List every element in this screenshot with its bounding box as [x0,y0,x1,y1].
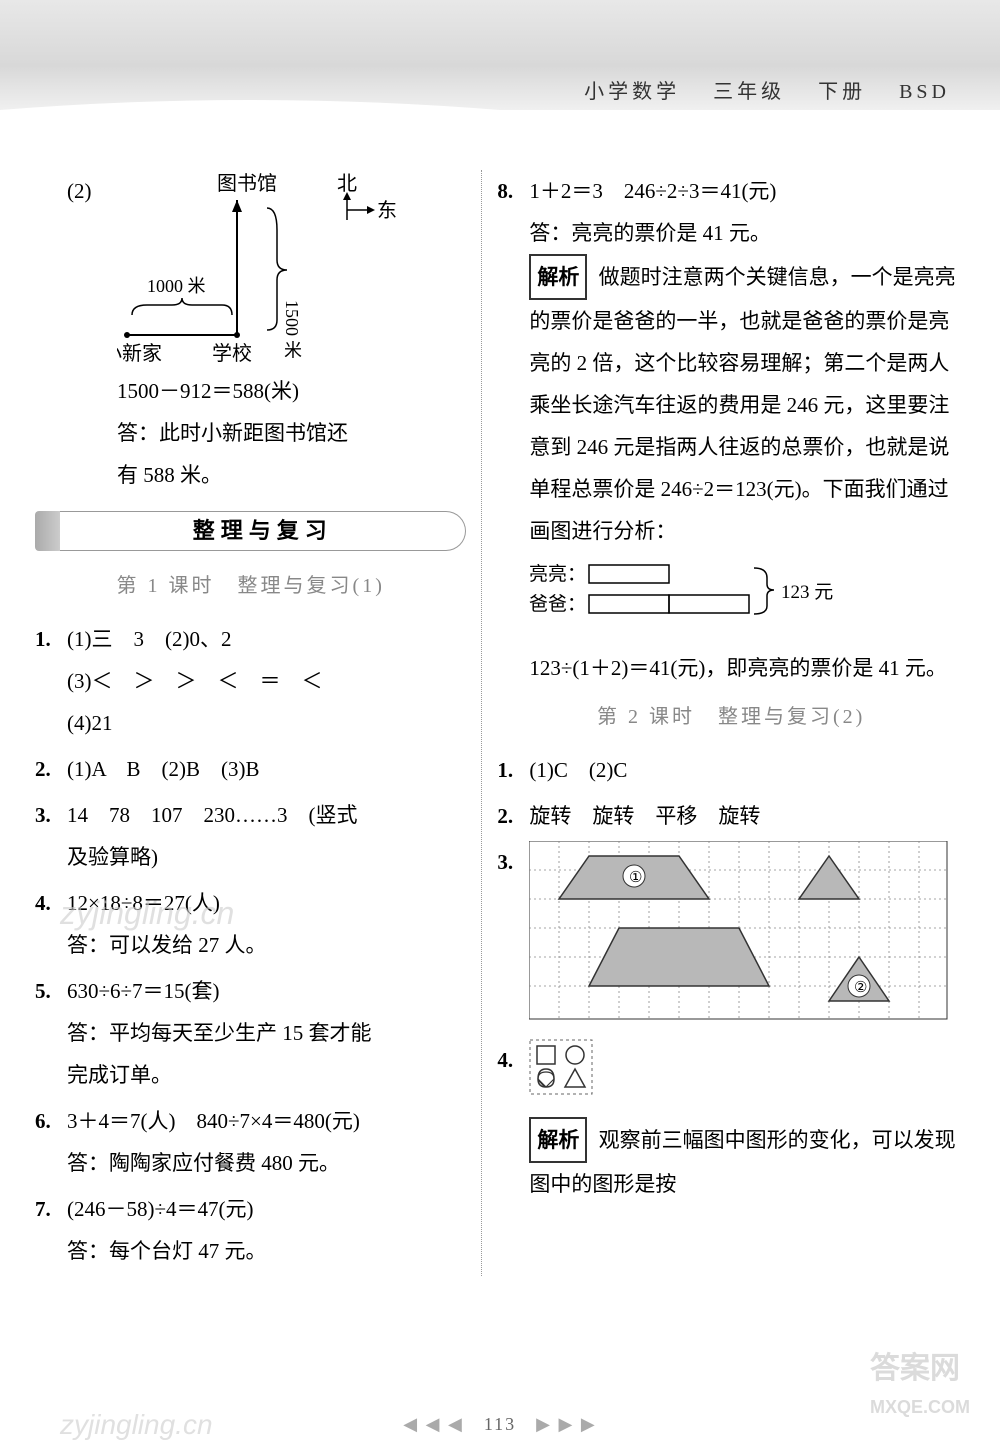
svg-text:东: 东 [377,199,397,222]
header-volume: 下册 [818,81,866,103]
svg-text:北: 北 [337,172,357,195]
section-tab [35,511,60,551]
problem-2-diagram: 图书馆 北 东 [117,170,407,370]
header-grade: 三年级 [713,81,785,103]
svg-text:123 元: 123 元 [781,582,833,603]
q3: 3. 14 78 107 230……3 (竖式 及验算略) [35,794,466,878]
page-content: (2) 图书馆 北 东 [0,110,1000,1296]
q2b-body: 旋转 旋转 平移 旋转 [529,795,965,837]
page-number: ◀ ◀ ◀ 113 ▶ ▶ ▶ [0,1410,1000,1436]
q2-body: (1)A B (2)B (3)B [67,748,466,790]
q4-num: 4. [35,882,67,966]
q5-ans1: 答：平均每天至少生产 15 套才能 [67,1012,466,1054]
q4b-analysis-label: 解析 [529,1117,587,1163]
q1b-body: (1)C (2)C [529,749,965,791]
analysis-label: 解析 [529,254,587,300]
q5-ans2: 完成订单。 [67,1054,466,1096]
problem-2: (2) 图书馆 北 东 [35,170,466,496]
section-title: 整理与复习 [60,511,466,551]
q1-num: 1. [35,618,67,744]
q7-num: 7. [35,1188,67,1272]
q4-calc: 12×18÷8＝27(人) [67,882,466,924]
problem-2-ans1: 答：此时小新距图书馆还 [67,412,407,454]
q4-shapes-box [529,1039,599,1097]
q8-ans: 答：亮亮的票价是 41 元。 [529,212,965,254]
q6-num: 6. [35,1100,67,1184]
q1b: 1. (1)C (2)C [497,749,965,791]
q5: 5. 630÷6÷7＝15(套) 答：平均每天至少生产 15 套才能 完成订单。 [35,970,466,1096]
q8-analysis-text: 做题时注意两个关键信息，一个是亮亮的票价是爸爸的一半，也就是爸爸的票价是亮亮的 … [529,265,955,543]
q8-bar-diagram: 亮亮： 爸爸： 123 元 [529,560,965,639]
q3b: 3. [497,841,965,1035]
q1-line2: (3)＜ ＞ ＞ ＜ ＝ ＜ [67,660,466,702]
svg-text:学校: 学校 [212,342,252,365]
right-column: 8. 1＋2＝3 246÷2÷3＝41(元) 答：亮亮的票价是 41 元。 解析… [481,170,965,1276]
section-header: 整理与复习 [35,511,466,551]
q8: 8. 1＋2＝3 246÷2÷3＝41(元) 答：亮亮的票价是 41 元。 解析… [497,170,965,689]
q3-num: 3. [35,794,67,878]
q3-line2: 及验算略) [67,836,466,878]
q6-calc: 3＋4＝7(人) 840÷7×4＝480(元) [67,1100,466,1142]
svg-text:小新家: 小新家 [117,342,162,365]
svg-text:1000 米: 1000 米 [147,276,206,296]
header-subject: 小学数学 [584,81,680,103]
q4b-num: 4. [497,1039,529,1205]
q3-line1: 14 78 107 230……3 (竖式 [67,794,466,836]
svg-text:亮亮：: 亮亮： [529,563,586,585]
q1-line3: (4)21 [67,702,466,744]
page-header: 小学数学 三年级 下册 BSD [0,0,1000,110]
svg-text:图书馆: 图书馆 [217,172,277,195]
lesson-1-title: 第 1 课时 整理与复习(1) [35,566,466,606]
left-column: (2) 图书馆 北 东 [35,170,481,1276]
q4b-analysis-text: 观察前三幅图中图形的变化，可以发现图中的图形是按 [529,1128,955,1196]
q4-ans: 答：可以发给 27 人。 [67,924,466,966]
header-edition: BSD [899,81,950,103]
q1-line1: (1)三 3 (2)0、2 [67,618,466,660]
problem-2-calc: 1500－912＝588(米) [67,370,407,412]
q2-num: 2. [35,748,67,790]
q7: 7. (246－58)÷4＝47(元) 答：每个台灯 47 元。 [35,1188,466,1272]
svg-text:爸爸：: 爸爸： [529,593,586,615]
q2: 2. (1)A B (2)B (3)B [35,748,466,790]
q2b: 2. 旋转 旋转 平移 旋转 [497,795,965,837]
q6: 6. 3＋4＝7(人) 840÷7×4＝480(元) 答：陶陶家应付餐费 480… [35,1100,466,1184]
q4: 4. 12×18÷8＝27(人) 答：可以发给 27 人。 [35,882,466,966]
q8-conclusion: 123÷(1＋2)＝41(元)，即亮亮的票价是 41 元。 [529,647,965,689]
q4b: 4. 解析 观察前三幅图中图形的变化，可以发现图中的图形是按 [497,1039,965,1205]
header-info: 小学数学 三年级 下册 BSD [584,75,950,104]
svg-text:1500 米: 1500 米 [282,300,302,359]
lesson-2-title: 第 2 课时 整理与复习(2) [497,697,965,737]
q1: 1. (1)三 3 (2)0、2 (3)＜ ＞ ＞ ＜ ＝ ＜ (4)21 [35,618,466,744]
q1b-num: 1. [497,749,529,791]
q8-num: 8. [497,170,529,689]
q5-calc: 630÷6÷7＝15(套) [67,970,466,1012]
q7-calc: (246－58)÷4＝47(元) [67,1188,466,1230]
problem-2-ans2: 有 588 米。 [67,454,407,496]
problem-2-label: (2) [67,170,117,370]
q3-grid-diagram: ① ② [529,841,949,1021]
q7-ans: 答：每个台灯 47 元。 [67,1230,466,1272]
q3b-num: 3. [497,841,529,1035]
q2b-num: 2. [497,795,529,837]
q8-calc: 1＋2＝3 246÷2÷3＝41(元) [529,170,965,212]
q5-num: 5. [35,970,67,1096]
svg-text:②: ② [854,980,867,996]
q6-ans: 答：陶陶家应付餐费 480 元。 [67,1142,466,1184]
svg-text:①: ① [629,870,642,886]
